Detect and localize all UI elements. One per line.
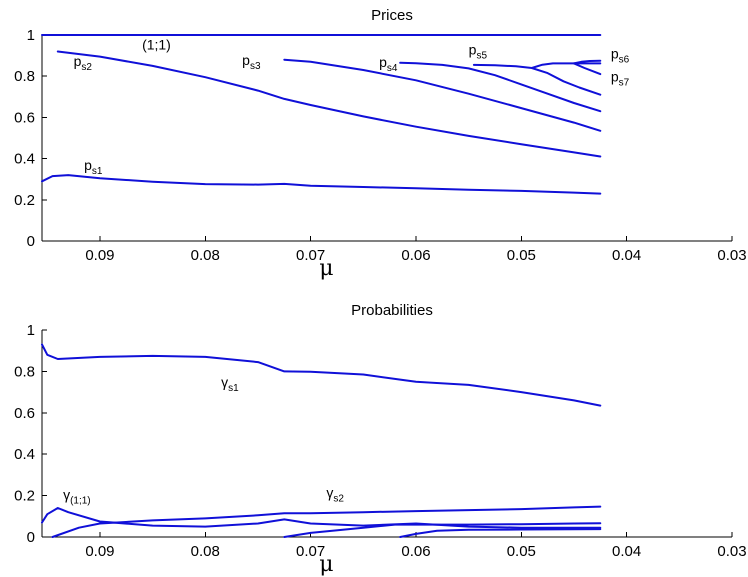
prices-series-ps3 [283, 58, 602, 132]
probabilities-series--1-1 [41, 507, 602, 529]
prices-annotation: ps1 [84, 157, 103, 177]
prices-x-tick-label: 0.06 [401, 247, 430, 264]
probabilities-x-tick-label: 0.07 [296, 543, 325, 560]
prices-series-ps1 [41, 174, 602, 195]
probabilities-series--s4 [399, 528, 602, 538]
probabilities-series--s1 [41, 343, 602, 407]
probabilities-x-tick-label: 0.08 [191, 543, 220, 560]
probabilities-y-tick-label: 0.6 [14, 405, 35, 422]
probabilities-x-tick-label: 0.03 [717, 543, 746, 560]
prices-annotation: (1;1) [142, 36, 171, 52]
prices-x-tick-label: 0.03 [717, 247, 746, 264]
probabilities-annotation: γs1 [221, 374, 239, 394]
probabilities-x-tick-label: 0.06 [401, 543, 430, 560]
prices-chart-title: Prices [371, 7, 413, 24]
probabilities-y-tick-label: 0.4 [14, 446, 35, 463]
prices-x-tick-label: 0.07 [296, 247, 325, 264]
probabilities-y-tick-label: 0 [27, 529, 35, 546]
prices-x-tick-label: 0.04 [612, 247, 641, 264]
prices-annotation: ps7 [611, 68, 630, 88]
prices-series-ps6-upper [573, 59, 602, 65]
prices-annotation: ps3 [242, 52, 261, 72]
prices-y-tick-label: 0.4 [14, 151, 35, 168]
prices-chart: Prices μ 0.09 0.08 0.07 0.06 0.05 0.04 0.03 0 0.… [14, 7, 746, 281]
probabilities-y-tick-label: 0.2 [14, 488, 35, 505]
probabilities-x-tick-label: 0.05 [507, 543, 536, 560]
prices-series-ps7 [573, 62, 602, 76]
probabilities-chart-title: Probabilities [351, 302, 433, 319]
prices-y-tick-label: 0 [27, 233, 35, 250]
prices-annotation: ps2 [74, 53, 93, 73]
probabilities-series--s2 [51, 505, 602, 538]
prices-series-ps6 [530, 62, 602, 69]
prices-series-ps5 [472, 63, 602, 96]
prices-series-ps4 [399, 61, 602, 113]
probabilities-series--s3 [283, 522, 602, 538]
probabilities-annotation: γ(1;1) [63, 487, 91, 507]
probabilities-chart: Probabilities μ 0.09 0.08 0.07 0.06 0.05 0.04… [14, 302, 746, 577]
probabilities-x-tick-label: 0.09 [85, 543, 114, 560]
prices-y-tick-label: 0.2 [14, 192, 35, 209]
prices-x-tick-label: 0.09 [85, 247, 114, 264]
prices-y-tick-label: 1 [27, 27, 35, 44]
probabilities-y-tick-label: 0.8 [14, 363, 35, 380]
prices-x-tick-label: 0.08 [191, 247, 220, 264]
prices-annotation: ps5 [469, 42, 488, 62]
prices-y-tick-label: 0.8 [14, 68, 35, 85]
probabilities-y-tick-label: 1 [27, 322, 35, 339]
prices-annotation: ps6 [611, 46, 630, 66]
prices-y-tick-label: 0.6 [14, 109, 35, 126]
probabilities-x-tick-label: 0.04 [612, 543, 641, 560]
probabilities-annotation: γs2 [326, 485, 344, 505]
prices-series-ps2 [56, 50, 602, 158]
prices-annotation: ps4 [379, 54, 398, 74]
probabilities-chart-xlabel: μ [319, 552, 333, 577]
prices-x-tick-label: 0.05 [507, 247, 536, 264]
prices-chart-xlabel: μ [319, 256, 333, 281]
